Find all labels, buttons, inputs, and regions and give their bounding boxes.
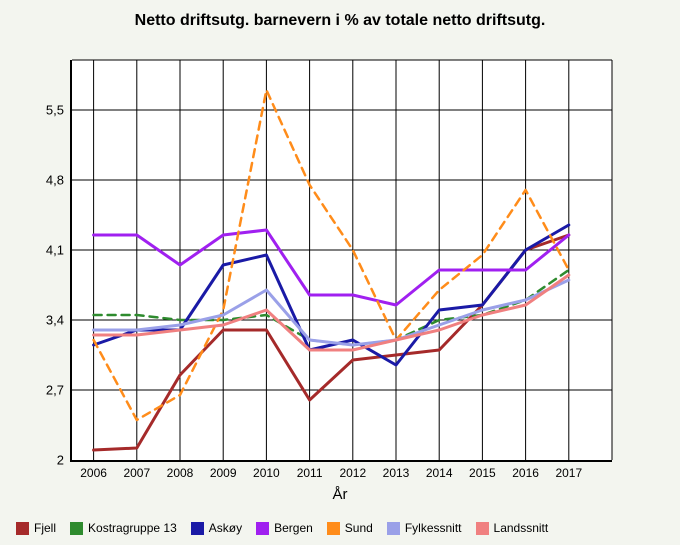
legend-swatch bbox=[16, 522, 29, 535]
legend-item: Fylkessnitt bbox=[387, 521, 462, 535]
legend-item: Bergen bbox=[256, 521, 313, 535]
y-tick-label: 4,8 bbox=[46, 173, 72, 188]
legend-swatch bbox=[387, 522, 400, 535]
legend-item: Landssnitt bbox=[476, 521, 549, 535]
series-bergen bbox=[94, 230, 569, 305]
x-tick-label: 2007 bbox=[123, 460, 150, 480]
x-tick-label: 2010 bbox=[253, 460, 280, 480]
x-tick-label: 2012 bbox=[339, 460, 366, 480]
y-tick-label: 2 bbox=[57, 453, 72, 468]
legend-swatch bbox=[327, 522, 340, 535]
x-axis-label: År bbox=[333, 486, 348, 503]
legend-label: Askøy bbox=[209, 521, 242, 535]
legend-label: Fjell bbox=[34, 521, 56, 535]
x-tick-label: 2017 bbox=[555, 460, 582, 480]
legend-swatch bbox=[191, 522, 204, 535]
chart-plot-area: 22,73,44,14,85,5200620072008200920102011… bbox=[70, 60, 612, 462]
legend-item: Sund bbox=[327, 521, 373, 535]
x-tick-label: 2016 bbox=[512, 460, 539, 480]
x-tick-label: 2015 bbox=[469, 460, 496, 480]
legend-label: Landssnitt bbox=[494, 521, 549, 535]
x-tick-label: 2014 bbox=[426, 460, 453, 480]
x-tick-label: 2011 bbox=[297, 460, 323, 480]
legend-swatch bbox=[256, 522, 269, 535]
x-tick-label: 2006 bbox=[80, 460, 107, 480]
x-tick-label: 2009 bbox=[210, 460, 237, 480]
x-tick-label: 2008 bbox=[167, 460, 194, 480]
y-tick-label: 5,5 bbox=[46, 103, 72, 118]
legend-label: Kostragruppe 13 bbox=[88, 521, 177, 535]
legend-label: Sund bbox=[345, 521, 373, 535]
legend-label: Fylkessnitt bbox=[405, 521, 462, 535]
chart-title: Netto driftsutg. barnevern i % av totale… bbox=[0, 12, 680, 30]
y-tick-label: 4,1 bbox=[46, 243, 72, 258]
y-tick-label: 2,7 bbox=[46, 383, 72, 398]
legend-swatch bbox=[476, 522, 489, 535]
chart-svg bbox=[72, 60, 612, 460]
legend-swatch bbox=[70, 522, 83, 535]
x-tick-label: 2013 bbox=[383, 460, 410, 480]
y-tick-label: 3,4 bbox=[46, 313, 72, 328]
legend-item: Fjell bbox=[16, 521, 56, 535]
legend: Fjell Kostragruppe 13 Askøy Bergen Sund … bbox=[16, 517, 664, 535]
legend-label: Bergen bbox=[274, 521, 313, 535]
legend-item: Askøy bbox=[191, 521, 242, 535]
legend-item: Kostragruppe 13 bbox=[70, 521, 177, 535]
